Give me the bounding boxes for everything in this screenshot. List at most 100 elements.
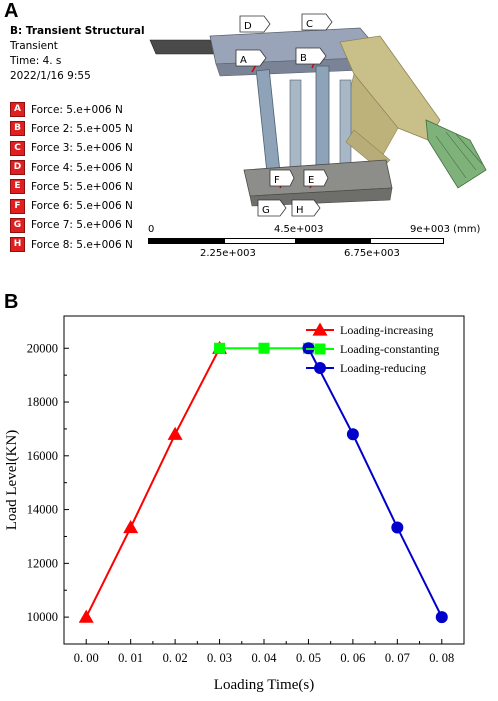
force-row-h: H Force 8: 5.e+006 N (10, 235, 133, 254)
callout-label: G (262, 205, 270, 216)
series-line (85, 347, 221, 618)
callout-box (301, 13, 333, 31)
force-row-a: A Force: 5.e+006 N (10, 100, 133, 119)
analysis-time: Time: 4. s (10, 55, 62, 67)
x-tick-label: 0. 03 (207, 651, 232, 665)
callout-label: E (308, 175, 314, 186)
hydraulic-support-model: D C A B F E G H (149, 13, 487, 217)
x-axis-title: Loading Time(s) (214, 677, 314, 693)
y-tick-label: 10000 (27, 610, 58, 624)
tail-beam-rib (455, 133, 483, 165)
callout-d: D (239, 15, 271, 33)
force-tag: C (10, 140, 25, 156)
series-circle (302, 342, 448, 624)
analysis-date: 2022/1/16 9:55 (10, 70, 91, 82)
callout-a: A (235, 49, 267, 67)
chart-legend: Loading-increasing Loading-constanting Loa… (306, 322, 439, 375)
y-axis: 10000 12000 14000 16000 18000 20000 (27, 341, 69, 624)
force-tag: H (10, 237, 25, 253)
x-tick-label: 0. 07 (385, 651, 410, 665)
force-label: Force 8: 5.e+006 N (31, 238, 133, 251)
analysis-type: Transient (10, 40, 58, 52)
base-side (249, 187, 393, 207)
callout-e: E (303, 169, 329, 187)
callout-box (295, 47, 327, 65)
data-point (214, 342, 226, 354)
x-tick-label: 0. 01 (118, 651, 143, 665)
data-point (123, 520, 139, 534)
data-point (258, 342, 270, 354)
scale-segment (148, 238, 224, 244)
force-row-c: C Force 3: 5.e+006 N (10, 139, 133, 158)
force-tag: G (10, 217, 25, 233)
callout-label: B (300, 53, 307, 64)
analysis-header: B: Transient Structural Transient Time: … (10, 24, 145, 84)
force-row-f: F Force 6: 5.e+006 N (10, 196, 133, 215)
tail-beam-rib (445, 131, 477, 171)
legend-marker (314, 362, 326, 374)
force-tag: A (10, 102, 25, 118)
legend-label: Loading-constanting (340, 342, 439, 356)
force-tag: F (10, 198, 25, 214)
y-tick-label: 18000 (27, 395, 58, 409)
load-time-chart: 0. 00 0. 01 0. 02 0. 03 0. 04 0. 05 0. 06 0. 07… (4, 315, 465, 693)
x-tick-label: 0. 04 (252, 651, 278, 665)
force-row-g: G Force 7: 5.e+006 N (10, 216, 133, 235)
hydraulic-leg (315, 65, 330, 179)
y-tick-label: 12000 (27, 556, 58, 570)
force-label: Force 6: 5.e+006 N (31, 200, 133, 213)
x-tick-label: 0. 06 (340, 651, 365, 665)
callout-box (257, 199, 287, 217)
callout-box (303, 169, 329, 187)
legend-label: Loading-reducing (340, 361, 426, 375)
hydraulic-leg (255, 69, 282, 181)
legend-marker (312, 322, 328, 336)
force-row-d: D Force 4: 5.e+006 N (10, 158, 133, 177)
y-tick-label: 14000 (27, 503, 58, 517)
callout-label: H (296, 205, 304, 216)
y-tick-label: 16000 (27, 449, 58, 463)
scale-label-three-quarter: 6.75e+003 (344, 248, 400, 259)
callout-label: D (244, 21, 252, 32)
scale-label-mid: 4.5e+003 (274, 224, 324, 235)
callout-box (235, 49, 267, 67)
scale-segment (296, 238, 370, 244)
callout-h: H (291, 199, 321, 217)
force-row-b: B Force 2: 5.e+005 N (10, 119, 133, 138)
panel-a: A B: Transient Structural Transient Time… (0, 0, 498, 270)
scale-segment (370, 238, 444, 244)
x-tick-label: 0. 05 (296, 651, 321, 665)
force-tag: D (10, 160, 25, 176)
x-tick-label: 0. 02 (163, 651, 188, 665)
scale-label-quarter: 2.25e+003 (200, 248, 256, 259)
y-axis-title: Load Level(KN) (4, 430, 20, 530)
x-axis: 0. 00 0. 01 0. 02 0. 03 0. 04 0. 05 0. 06 0. 07… (74, 639, 454, 665)
series-line (307, 347, 443, 618)
force-label: Force 2: 5.e+005 N (31, 122, 133, 135)
y-tick-label: 20000 (27, 341, 58, 355)
callout-f: F (269, 169, 295, 187)
panel-b-letter: B (4, 291, 19, 313)
callout-g: G (257, 199, 287, 217)
tail-beam-rib (435, 135, 467, 179)
legend-marker (314, 343, 326, 355)
force-row-e: E Force 5: 5.e+006 N (10, 177, 133, 196)
force-label: Force 4: 5.e+006 N (31, 161, 133, 174)
legend-label: Loading-increasing (340, 323, 433, 337)
series-square (214, 342, 314, 354)
callout-box (269, 169, 295, 187)
force-label: Force 3: 5.e+006 N (31, 142, 133, 155)
callout-c: C (301, 13, 333, 31)
data-point (167, 426, 183, 440)
callout-label: C (306, 19, 313, 30)
force-label: Force 7: 5.e+006 N (31, 219, 133, 232)
analysis-title: B: Transient Structural (10, 25, 145, 37)
scale-bar: 0 4.5e+003 9e+003 (mm) 2.25e+003 6.75e+0… (148, 222, 488, 267)
series-triangle (78, 340, 228, 623)
callout-label: F (274, 175, 280, 186)
force-tag: B (10, 121, 25, 137)
data-point (346, 428, 359, 441)
force-label: Force: 5.e+006 N (31, 103, 123, 116)
force-label: Force 5: 5.e+006 N (31, 180, 133, 193)
data-point (435, 611, 448, 624)
